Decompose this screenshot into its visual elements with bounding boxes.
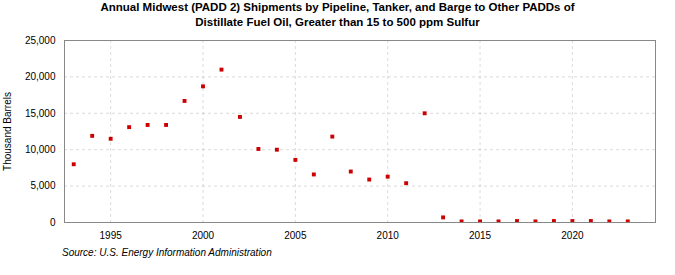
html-text:Source: U.S. Energy Informatio: Source: U.S. Energy Information Administ… (62, 247, 272, 258)
svg-text:2015: 2015 (469, 230, 492, 241)
svg-text:5,000: 5,000 (30, 180, 55, 191)
html-text:Distillate Fuel Oil, Greater t: Distillate Fuel Oil, Greater than 15 to … (195, 16, 480, 28)
svg-text:2010: 2010 (377, 230, 400, 241)
svg-text:2005: 2005 (284, 230, 307, 241)
html-text:Annual Midwest (PADD 2) Shipme: Annual Midwest (PADD 2) Shipments by Pip… (100, 1, 575, 13)
svg-text:0: 0 (50, 217, 56, 228)
svg-text:15,000: 15,000 (25, 108, 56, 119)
svg-text:2020: 2020 (561, 230, 584, 241)
svg-text:20,000: 20,000 (25, 71, 56, 82)
svg-text:2000: 2000 (192, 230, 215, 241)
svg-text:1995: 1995 (100, 230, 123, 241)
svg-text:Thousand Barrels: Thousand Barrels (2, 92, 13, 171)
svg-text:10,000: 10,000 (25, 144, 56, 155)
svg-text:25,000: 25,000 (25, 35, 56, 46)
